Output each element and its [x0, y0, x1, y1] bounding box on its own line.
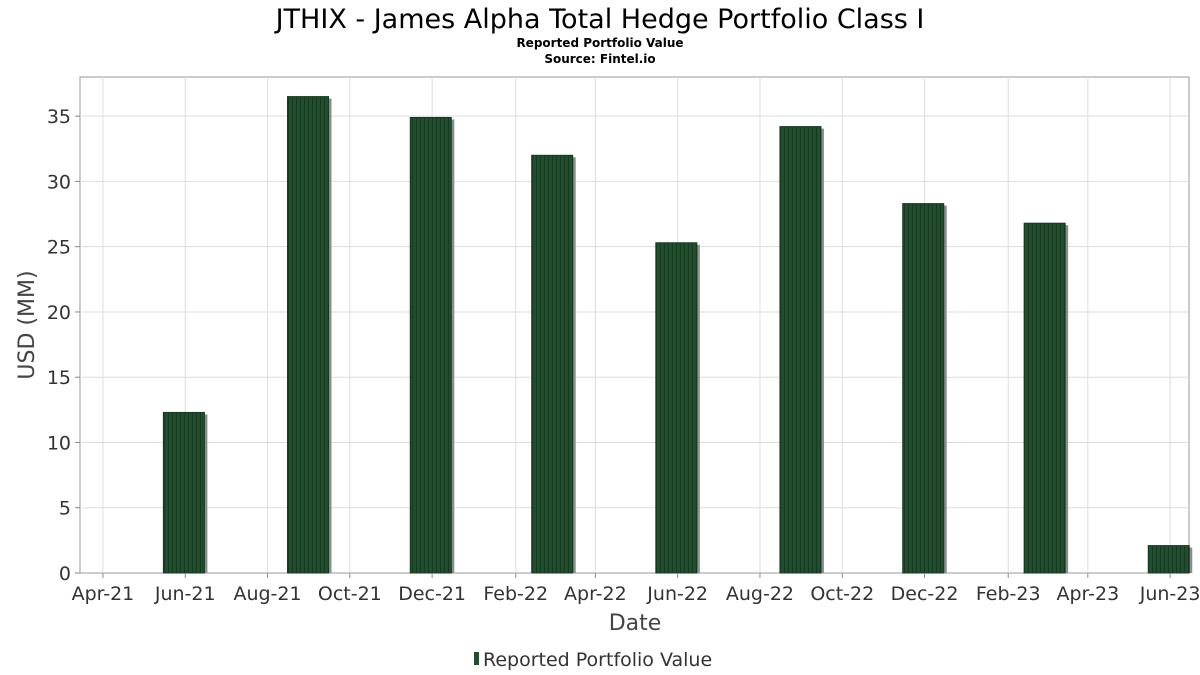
bars	[162, 96, 1193, 574]
legend-label: Reported Portfolio Value	[483, 649, 712, 671]
bar	[162, 411, 208, 574]
chart-source: Source: Fintel.io	[544, 52, 655, 66]
x-tick-label: Apr-21	[72, 583, 135, 605]
y-tick-label: 15	[47, 367, 71, 389]
x-tick-label: Jun-21	[154, 583, 216, 605]
y-axis-ticks: 0 5 10 15 20 25 30 35	[47, 106, 80, 585]
y-tick-label: 25	[47, 237, 71, 259]
chart-subtitle: Reported Portfolio Value	[516, 36, 683, 50]
x-tick-label: Apr-23	[1056, 583, 1119, 605]
y-tick-label: 10	[47, 432, 71, 454]
bar	[902, 203, 947, 574]
bar-body	[162, 411, 205, 574]
y-axis-label: USD (MM)	[15, 270, 40, 379]
bar-body	[531, 154, 574, 574]
plot-area	[79, 76, 1190, 574]
x-tick-label: Aug-22	[726, 583, 794, 605]
bar	[1023, 222, 1069, 574]
x-tick-label: Apr-22	[564, 583, 627, 605]
bar-body	[287, 96, 330, 574]
legend-swatch	[474, 652, 479, 665]
x-axis-ticks: Apr-21 Jun-21 Aug-21 Oct-21 Dec-21 Feb-22 Apr-…	[72, 573, 1200, 605]
x-tick-label: Jun-22	[646, 583, 708, 605]
legend: Reported Portfolio Value	[474, 649, 712, 671]
bar	[287, 96, 332, 574]
x-tick-label: Oct-22	[810, 583, 874, 605]
x-tick-label: Dec-22	[891, 583, 959, 605]
bar-body	[1023, 222, 1066, 574]
y-tick-label: 20	[47, 302, 71, 324]
x-tick-label: Dec-21	[398, 583, 466, 605]
bar	[531, 154, 576, 574]
x-tick-label: Feb-22	[483, 583, 548, 605]
bar-body	[779, 126, 822, 574]
bar-body	[1147, 545, 1190, 574]
x-tick-label: Oct-21	[318, 583, 382, 605]
y-tick-label: 30	[47, 171, 71, 193]
bar	[1147, 545, 1193, 574]
bar-body	[409, 116, 452, 574]
bar	[779, 126, 824, 574]
bar	[655, 242, 700, 574]
bar-body	[655, 242, 698, 574]
x-tick-label: Feb-23	[976, 583, 1041, 605]
chart-title: JTHIX - James Alpha Total Hedge Portfoli…	[274, 4, 925, 35]
bar-body	[902, 203, 945, 574]
bar	[409, 116, 455, 574]
x-tick-label: Jun-23	[1139, 583, 1200, 605]
y-tick-label: 5	[59, 498, 71, 520]
x-tick-label: Aug-21	[233, 583, 301, 605]
x-axis-label: Date	[609, 611, 662, 636]
y-tick-label: 0	[59, 563, 71, 585]
y-tick-label: 35	[47, 106, 71, 128]
